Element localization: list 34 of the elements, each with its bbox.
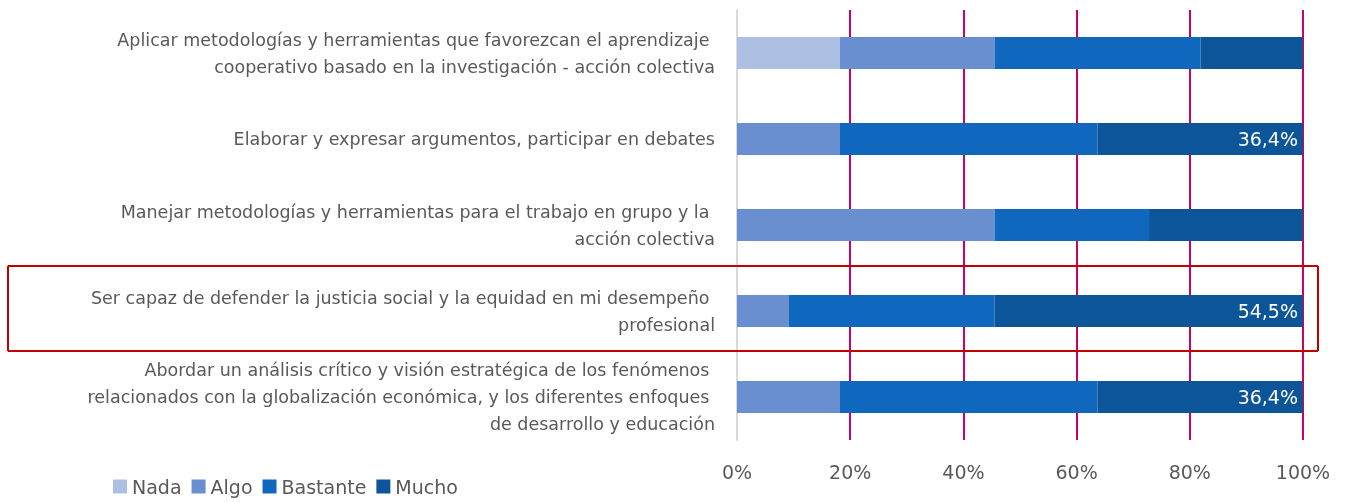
bar: [994, 37, 1201, 69]
bar: [1097, 123, 1303, 155]
y-tick-label: Aplicar metodologías y herramientas que favorezcan el aprendizaje cooperativo basado en la investigación - acción colectiva: [117, 29, 715, 77]
bar: [1097, 381, 1303, 413]
x-tick-label: 40%: [942, 460, 985, 483]
legend-label: Nada: [132, 475, 182, 498]
bar: [737, 381, 841, 413]
data-label: 36,4%: [1237, 128, 1298, 150]
legend-label: Mucho: [395, 475, 458, 498]
x-tick-label: 80%: [1168, 460, 1211, 483]
bar: [994, 209, 1150, 241]
y-tick-label: Manejar metodologías y herramientas para el trabajo en grupo y la acción colectiva: [120, 201, 715, 249]
bar: [1200, 37, 1303, 69]
bar: [737, 123, 841, 155]
x-tick-label: 60%: [1055, 460, 1098, 483]
bar: [1149, 209, 1303, 241]
legend-label: Algo: [210, 475, 253, 498]
bar: [737, 295, 789, 327]
bar: [840, 37, 995, 69]
bar: [737, 209, 995, 241]
bar: [788, 295, 995, 327]
x-tick-label: 100%: [1275, 460, 1331, 483]
x-tick-label: 0%: [721, 460, 753, 483]
y-tick-label: Abordar un análisis crítico y visión estratégica de los fenómenos relacionados con la globalización económica, y los diferentes enfoques de desarrollo y educación: [87, 360, 715, 434]
y-tick-label: Elaborar y expresar argumentos, participar en debates: [233, 129, 715, 149]
y-tick-label: Ser capaz de defender la justicia social y la equidad en mi desempeño profesional: [90, 287, 715, 335]
bar: [840, 123, 1098, 155]
bar: [840, 381, 1098, 413]
bar: [994, 295, 1303, 327]
data-label: 54,5%: [1237, 300, 1298, 322]
data-label: 36,4%: [1237, 386, 1298, 408]
bar: [737, 37, 841, 69]
x-tick-label: 20%: [829, 460, 872, 483]
legend-label: Bastante: [281, 475, 367, 498]
